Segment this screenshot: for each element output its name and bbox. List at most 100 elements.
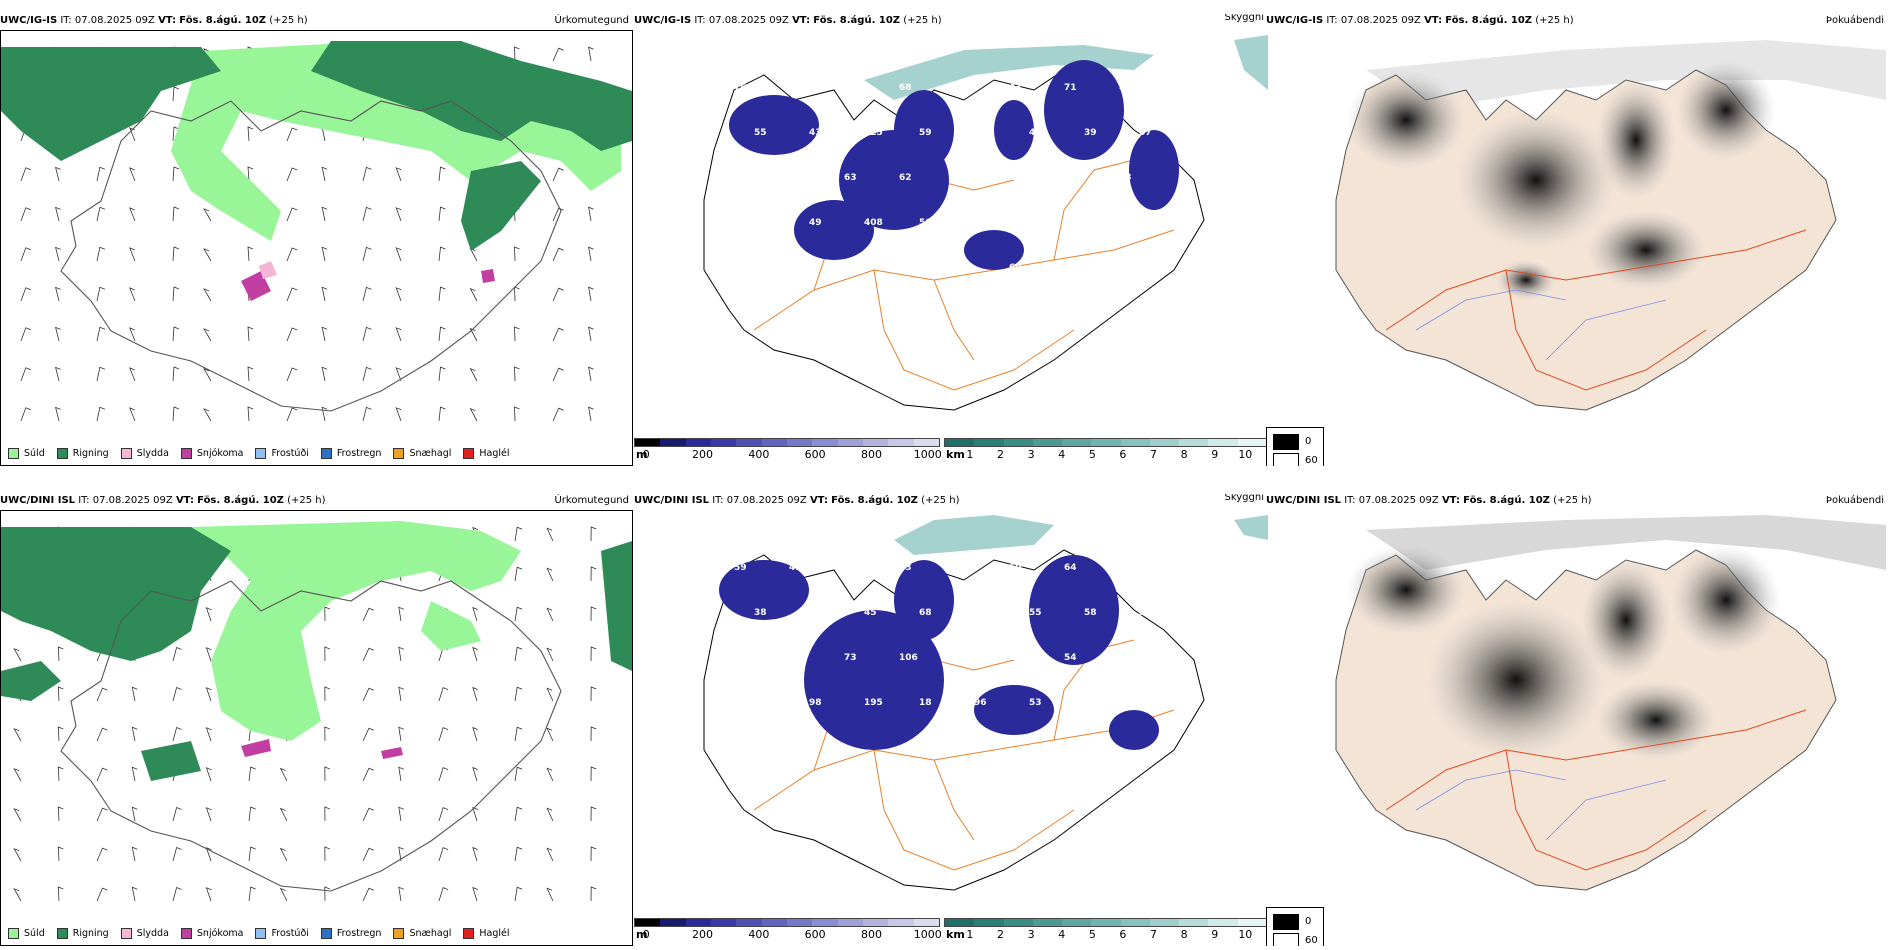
precip-area-snow (241, 269, 495, 301)
ceiling-label: 28 (899, 263, 912, 273)
wind-barb (286, 247, 298, 262)
legend-label: Rigning (72, 927, 109, 939)
colorbar-tick: 1 (966, 928, 974, 941)
precip-panel-row1: UWC/IG-IS IT: 07.08.2025 09Z VT: Fös. 8.… (0, 14, 633, 466)
wind-barb (205, 847, 212, 862)
wind-barb (286, 367, 298, 382)
wind-barb (324, 726, 330, 742)
colorbar-segment (888, 439, 914, 446)
fog-map (1266, 30, 1900, 430)
it-label: IT: (694, 15, 706, 26)
wind-barb (172, 246, 180, 262)
fog-max-label: 0 (1305, 916, 1312, 927)
colorbar-tick: 8 (1180, 928, 1188, 941)
wind-barb (203, 248, 212, 262)
fog-swatch-min (1273, 933, 1299, 946)
colorbar-segment (945, 919, 975, 926)
wind-barb (324, 806, 330, 822)
ceiling-label: 38 (754, 608, 767, 618)
wind-barb (438, 847, 449, 862)
wind-barb (286, 287, 298, 302)
precip-map (0, 30, 633, 466)
legend-label: Snjókoma (196, 447, 244, 459)
wind-barb (279, 887, 288, 902)
wind-barb (96, 366, 106, 382)
fog-swatch-max (1273, 434, 1299, 450)
wind-barb (205, 767, 212, 782)
ceiling-label: 54 (734, 173, 747, 183)
wind-barb (588, 406, 594, 422)
visibility-unit: km (946, 448, 965, 461)
ceiling-label: 41 (789, 563, 802, 573)
wind-barb (546, 567, 554, 582)
legend-item-frostregn: Frostregn (320, 442, 381, 464)
ceiling-label: 63 (899, 563, 912, 573)
ceiling-label: 96 (954, 653, 967, 663)
lead-time: (+25 h) (903, 15, 942, 26)
vt-label: VT: (809, 495, 828, 506)
ceiling-label: 85 (1139, 608, 1152, 618)
wind-barb (362, 286, 372, 302)
ceiling-label: 18 (919, 698, 932, 708)
wind-barb (321, 286, 328, 302)
wind-barb (129, 247, 136, 262)
wind-barb (247, 366, 254, 382)
precip-panel-row2: UWC/DINI ISL IT: 07.08.2025 09Z VT: Fös.… (0, 494, 633, 946)
wind-barb (131, 686, 138, 702)
vt-label: VT: (1424, 15, 1443, 26)
legend-swatch (180, 927, 192, 939)
wind-barb (20, 407, 31, 422)
wind-barb (398, 886, 404, 902)
wind-barb (472, 886, 479, 902)
panel-title: Þokuábendi (1825, 15, 1884, 26)
wind-barb (172, 166, 180, 182)
wind-barb (205, 647, 212, 662)
it-label: IT: (60, 15, 72, 26)
ceiling-label: 66 (1009, 173, 1022, 183)
wind-barb (172, 126, 180, 142)
wind-barb (514, 406, 520, 422)
it-label: IT: (712, 495, 724, 506)
wind-barb (362, 807, 375, 822)
colorbar-segment (660, 919, 686, 926)
ceiling-label: 85 (754, 218, 767, 228)
wind-barb (438, 807, 449, 822)
wind-barb (514, 246, 520, 262)
wind-barb (324, 686, 330, 702)
wind-barb (472, 806, 479, 822)
legend-swatch (393, 927, 405, 939)
wind-barb (472, 726, 479, 742)
wind-barb (13, 648, 22, 662)
colorbar-tick: 2 (997, 928, 1005, 941)
legend-label: Slydda (136, 927, 169, 939)
cloud-panel-row2: UWC/DINI ISL IT: 07.08.2025 09Z VT: Fös.… (634, 494, 1268, 946)
colorbar-segment (913, 439, 939, 446)
wind-barb (590, 766, 597, 782)
ceiling-label: 62 (899, 173, 912, 183)
wind-barb (590, 686, 597, 702)
colorbar-segment (1091, 919, 1121, 926)
wind-barb (395, 207, 402, 222)
wind-barb (514, 606, 523, 622)
ceiling-label: 67 (954, 563, 967, 573)
lead-time: (+25 h) (1553, 495, 1592, 506)
wind-barb (398, 726, 404, 742)
wind-barb (552, 207, 564, 222)
legend-swatch (8, 927, 19, 939)
colorbar-tick: 7 (1150, 928, 1158, 941)
wind-barb (286, 207, 298, 222)
precip-area-rain (1, 527, 632, 781)
wind-barb (398, 846, 404, 862)
ceiling-label: 97 (754, 308, 767, 318)
wind-barb (438, 246, 446, 262)
wind-barb (588, 366, 594, 382)
wind-barb (321, 326, 328, 342)
colorbar-tick: 4 (1058, 448, 1066, 461)
ceiling-label: 43 (1009, 83, 1022, 93)
wind-barb (55, 286, 61, 302)
model-name: UWC/IG-IS (634, 15, 692, 26)
legend-swatch (180, 447, 192, 459)
wind-barb (398, 606, 404, 622)
wind-barb (247, 126, 254, 142)
visibility-band (894, 515, 1268, 555)
